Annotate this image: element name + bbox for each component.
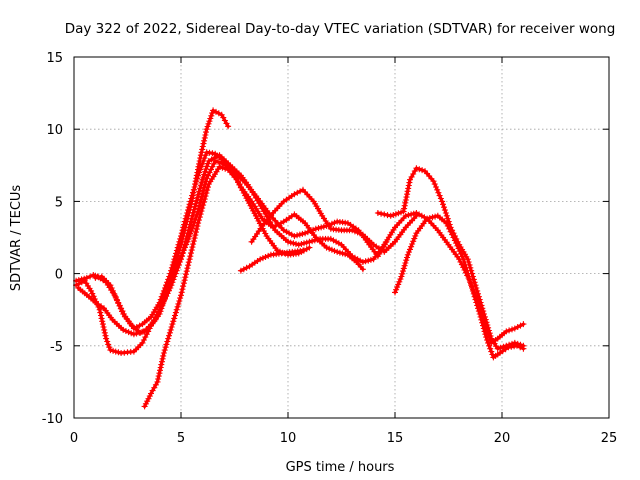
y-tick-label: 15: [46, 51, 63, 66]
y-tick-label: 5: [55, 195, 63, 210]
x-tick-label: 25: [601, 431, 618, 446]
series-trace: [376, 166, 526, 351]
series-trace: [76, 159, 389, 336]
series-markers: [141, 163, 313, 410]
plot-frame: [73, 56, 610, 419]
series-markers: [392, 212, 527, 361]
series-sat-g: [248, 186, 420, 255]
x-tick-label: 15: [387, 431, 404, 446]
y-tick-label: -5: [50, 340, 63, 355]
grid-lines: [73, 56, 610, 419]
x-axis-ticks: 0 5 10 15 20 25: [70, 431, 617, 446]
series-markers: [248, 186, 420, 255]
series-sat-d: [92, 149, 366, 332]
y-tick-label: -10: [42, 412, 63, 427]
chart-title: Day 322 of 2022, Sidereal Day-to-day VTE…: [65, 21, 616, 37]
series-markers: [374, 165, 527, 352]
y-axis-ticks: -10 -5 0 5 10 15: [42, 51, 63, 427]
series-sat-e: [141, 163, 313, 410]
series-sat-f: [237, 247, 306, 274]
y-tick-label: 0: [55, 268, 63, 283]
x-axis-label: GPS time / hours: [286, 460, 395, 475]
y-axis-label: SDTVAR / TECUs: [9, 185, 24, 292]
series-markers: [237, 247, 306, 274]
y-tick-label: 10: [46, 123, 63, 138]
series-sat-h: [374, 165, 527, 352]
data-series: [73, 107, 527, 410]
x-tick-label: 0: [70, 431, 78, 446]
x-tick-label: 5: [177, 431, 185, 446]
series-markers: [92, 149, 366, 332]
x-tick-label: 10: [280, 431, 297, 446]
series-sat-i: [392, 212, 527, 361]
x-tick-label: 20: [494, 431, 511, 446]
